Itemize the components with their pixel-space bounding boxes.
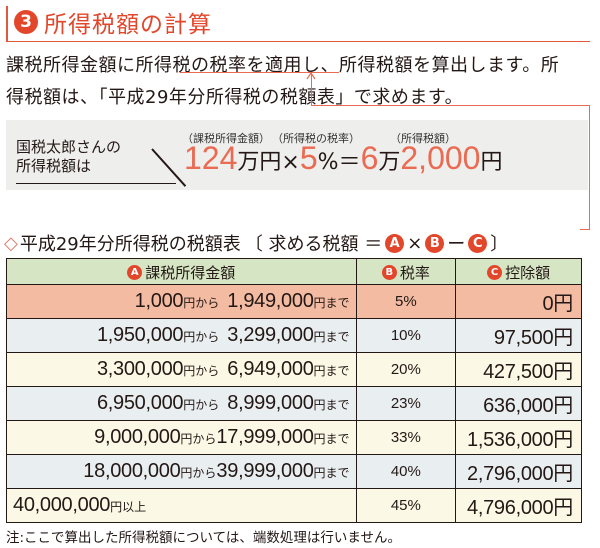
deduction: 2,796,000円	[455, 454, 582, 489]
equals-sign: ＝	[338, 150, 361, 175]
income-range: 3,300,000円から 6,949,000円まで	[6, 352, 357, 387]
table-row: 3,300,000円から 6,949,000円まで 20% 427,500円	[6, 352, 582, 387]
result-rest-value: 2,000	[400, 140, 481, 176]
diamond-icon: ◇	[4, 232, 18, 254]
intro-line-1: 課税所得金額に所得税の税率を適用し、所得税額を算出します。所	[6, 55, 560, 76]
deduction: 1,536,000円	[455, 420, 582, 455]
income-range: 1,000円から 1,949,000円まで	[6, 284, 357, 319]
yen-unit: 円	[480, 150, 503, 175]
header-tax-rate: B 税率	[355, 258, 457, 285]
tax-rate: 20%	[355, 352, 457, 387]
formula-open: 〔 求める税額 ＝	[244, 234, 383, 255]
example-label-line-2: 所得税額は	[16, 157, 92, 175]
tax-rate: 10%	[355, 318, 457, 353]
header-a-label: 課税所得金額	[145, 263, 236, 282]
formula-underline	[180, 72, 339, 73]
income-range: 9,000,000円から17,999,000円まで	[6, 420, 357, 455]
income-unit: 万円	[237, 150, 282, 175]
header-deduction: C 控除額	[455, 258, 582, 285]
formula-minus: ー	[447, 234, 466, 255]
badge-a-icon: A	[127, 264, 143, 280]
income-range: 40,000,000円以上	[6, 488, 357, 523]
section-heading: 3 所得税額の計算	[6, 6, 590, 42]
example-calculation-box: 国税太郎さんの 所得税額は （課税所得金額） （所得税の税率） （所得税額） 124…	[6, 120, 588, 190]
income-range: 1,950,000円から 3,299,000円まで	[6, 318, 357, 353]
example-label-line-1: 国税太郎さんの	[16, 138, 122, 156]
footnote: 注:ここで算出した所得税額については、端数処理は行いません。	[6, 530, 401, 546]
deduction: 427,500円	[455, 352, 582, 387]
table-title: ◇ 平成29年分所得税の税額表 〔 求める税額 ＝ A × B ー C 〕	[4, 230, 508, 256]
result-man-value: 6	[360, 140, 379, 176]
badge-a-icon: A	[385, 233, 405, 253]
label-taxable-income: （課税所得金額）	[182, 132, 270, 145]
table-row: 1,000円から 1,949,000円まで 5% 0円	[6, 284, 582, 319]
rate-unit: %	[317, 150, 339, 175]
badge-b-icon: B	[425, 233, 445, 253]
tax-rate: 5%	[355, 284, 457, 319]
connector-line-to-row	[580, 229, 590, 230]
formula-labels: （課税所得金額） （所得税の税率） （所得税額）	[182, 130, 456, 146]
badge-b-icon: B	[381, 264, 397, 280]
formula-times: ×	[407, 232, 423, 254]
connector-line-right	[589, 105, 590, 229]
income-value: 124	[184, 140, 238, 176]
table-row: 6,950,000円から 8,999,000円まで 23% 636,000円	[6, 386, 582, 421]
table-row: 1,950,000円から 3,299,000円まで 10% 97,500円	[6, 318, 582, 353]
label-underline	[16, 183, 176, 184]
deduction: 97,500円	[455, 318, 582, 353]
man-unit: 万	[378, 150, 401, 175]
table-row: 40,000,000円以上 45% 4,796,000円	[6, 488, 582, 523]
section-number-badge: 3	[14, 9, 38, 34]
table-row: 18,000,000円から39,999,000円まで 40% 2,796,000…	[6, 454, 582, 489]
header-taxable-income: A 課税所得金額	[6, 258, 357, 285]
table-header-row: A 課税所得金額 B 税率 C 控除額	[6, 258, 582, 285]
label-slash-divider	[151, 148, 187, 187]
connector-line-horizontal	[311, 105, 590, 106]
header-c-label: 控除額	[505, 263, 551, 282]
table-title-text: 平成29年分所得税の税額表	[19, 234, 241, 255]
badge-c-icon: C	[487, 264, 503, 280]
example-label: 国税太郎さんの 所得税額は	[16, 138, 121, 176]
badge-c-icon: C	[468, 233, 488, 253]
tax-rate: 45%	[355, 488, 457, 523]
deduction: 636,000円	[455, 386, 582, 421]
label-tax-rate: （所得税の税率）	[272, 132, 360, 145]
connector-line-vertical	[311, 72, 312, 106]
arrow-up-icon	[306, 72, 316, 80]
table-row: 9,000,000円から17,999,000円まで 33% 1,536,000円	[6, 420, 582, 455]
times-sign: ×	[281, 150, 300, 175]
intro-paragraph: 課税所得金額に所得税の税率を適用し、所得税額を算出します。所 得税額は、「平成2…	[6, 50, 596, 114]
deduction: 0円	[455, 284, 582, 319]
income-range: 6,950,000円から 8,999,000円まで	[6, 386, 357, 421]
tax-formula: 124 万円 × 5 % ＝ 6 万 2,000 円	[184, 140, 502, 177]
tax-rate: 40%	[355, 454, 457, 489]
section-title: 所得税額の計算	[44, 11, 212, 38]
header-b-label: 税率	[399, 263, 430, 282]
formula-close: 〕	[490, 234, 509, 255]
intro-line-2: 得税額は、「平成29年分所得税の税額表」で求めます。	[6, 87, 464, 108]
deduction: 4,796,000円	[455, 488, 582, 523]
tax-rate: 23%	[355, 386, 457, 421]
label-tax-amount: （所得税額）	[390, 132, 456, 145]
rate-value: 5	[299, 140, 318, 176]
income-range: 18,000,000円から39,999,000円まで	[6, 454, 357, 489]
tax-rate: 33%	[355, 420, 457, 455]
tax-rate-table: A 課税所得金額 B 税率 C 控除額 1,000円から 1,949,000円まで 5%…	[6, 258, 582, 523]
